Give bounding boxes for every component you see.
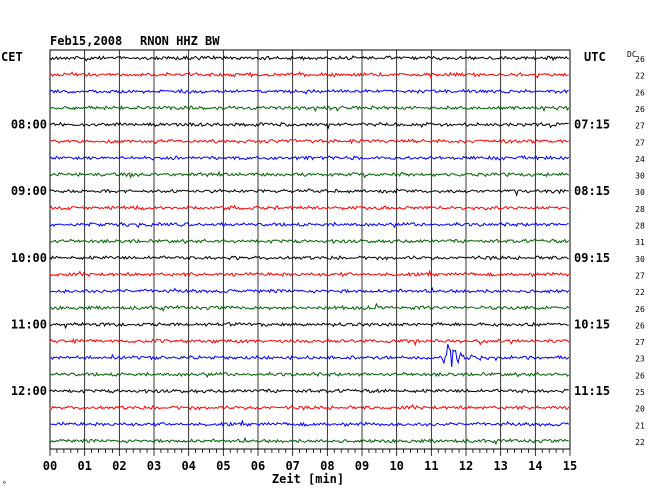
dc-offset-label: 26 (635, 305, 645, 314)
dc-offset-label: 23 (635, 355, 645, 364)
trace-line (49, 170, 570, 180)
right-timezone-label: UTC (584, 50, 606, 64)
hour-label-utc: 10:15 (574, 317, 610, 331)
x-tick-label: 02 (112, 459, 126, 473)
trace-line (49, 255, 569, 261)
trace-line (49, 138, 569, 145)
station-date-label: Feb15,2008 (50, 34, 123, 48)
dc-label: DC (627, 50, 637, 59)
dc-offset-label: 27 (635, 271, 645, 280)
dc-offset-label: 26 (635, 321, 645, 330)
dc-offset-label: 25 (635, 388, 645, 397)
trace-line (49, 154, 570, 161)
station-name-label: RNON HHZ BW (140, 34, 220, 48)
x-tick-label: 09 (355, 459, 369, 473)
trace-line (49, 286, 570, 294)
dc-offset-label: 22 (635, 72, 645, 81)
dc-offset-label: 24 (635, 155, 645, 164)
x-tick-label: 14 (528, 459, 542, 473)
trace-line (49, 238, 570, 245)
dc-offset-label: 30 (635, 255, 645, 264)
hour-label-utc: 08:15 (574, 184, 610, 198)
dc-offset-label: 27 (635, 122, 645, 131)
corner-mark: ∘ (2, 478, 7, 487)
x-tick-label: 15 (563, 459, 577, 473)
x-tick-label: 12 (459, 459, 473, 473)
x-tick-label: 05 (216, 459, 230, 473)
trace-line (49, 302, 570, 312)
dc-offset-label: 26 (635, 105, 645, 114)
x-tick-label: 06 (251, 459, 265, 473)
plot-frame (49, 49, 571, 450)
dc-offset-label: 22 (635, 438, 645, 447)
trace-line (49, 188, 569, 197)
x-tick-label: 03 (147, 459, 161, 473)
hour-label-utc: 11:15 (574, 384, 610, 398)
trace-line (49, 344, 570, 367)
trace-line (49, 221, 569, 229)
trace-line (49, 55, 569, 62)
hour-label-cet: 10:00 (11, 251, 47, 265)
trace-line (49, 403, 570, 411)
left-timezone-label: CET (1, 50, 23, 64)
dc-offset-label: 26 (635, 88, 645, 97)
x-tick-label: 01 (77, 459, 91, 473)
dc-offset-label: 26 (635, 55, 645, 64)
trace-line (49, 88, 569, 95)
hour-label-utc: 07:15 (574, 118, 610, 132)
dc-offset-label: 27 (635, 138, 645, 147)
trace-line (49, 321, 569, 330)
hour-label-utc: 09:15 (574, 251, 610, 265)
hour-label-cet: 09:00 (11, 184, 47, 198)
dc-offset-label: 26 (635, 371, 645, 380)
trace-line (49, 338, 570, 347)
hour-label-cet: 12:00 (11, 384, 47, 398)
dc-offset-label: 30 (635, 188, 645, 197)
trace-line (49, 269, 570, 278)
x-tick-label: 00 (43, 459, 57, 473)
dc-offset-label: 27 (635, 338, 645, 347)
trace-line (49, 121, 569, 130)
x-axis-label: Zeit [min] (272, 472, 344, 486)
trace-line (49, 371, 570, 379)
x-tick-label: 10 (389, 459, 403, 473)
dc-offset-label: 21 (635, 421, 645, 430)
trace-line (49, 71, 569, 80)
trace-line (49, 436, 569, 446)
dc-offset-label: 20 (635, 405, 645, 414)
trace-line (49, 388, 569, 394)
x-tick-label: 07 (285, 459, 299, 473)
trace-line (49, 419, 570, 428)
x-tick-label: 08 (320, 459, 334, 473)
dc-offset-label: 22 (635, 288, 645, 297)
trace-line (49, 105, 570, 113)
trace-line (49, 204, 569, 211)
x-tick-label: 04 (181, 459, 195, 473)
x-tick-label: 13 (493, 459, 507, 473)
dc-offset-label: 30 (635, 172, 645, 181)
hour-label-cet: 08:00 (11, 118, 47, 132)
x-tick-label: 11 (424, 459, 438, 473)
dc-offset-label: 28 (635, 222, 645, 231)
dc-offset-label: 31 (635, 238, 645, 247)
hour-label-cet: 11:00 (11, 317, 47, 331)
dc-offset-label: 28 (635, 205, 645, 214)
